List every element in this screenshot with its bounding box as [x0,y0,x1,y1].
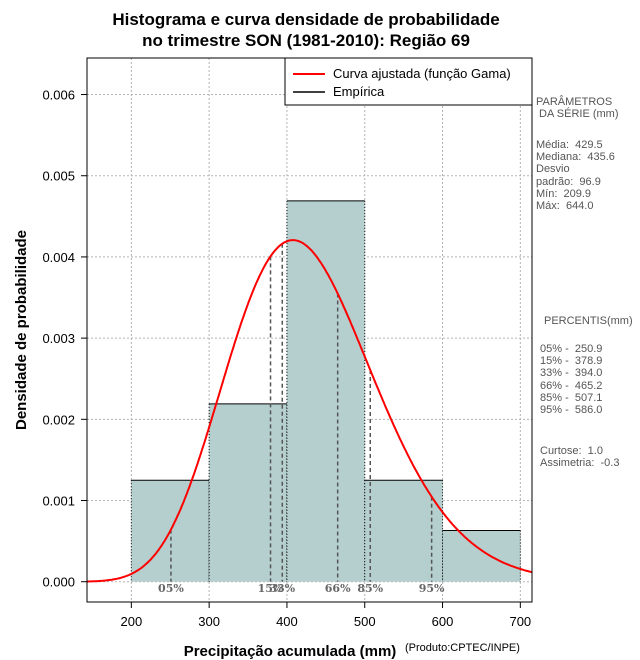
histogram-bar [364,480,443,582]
x-axis: 200 300 400 500 600 700 [120,602,531,629]
x-tick-label: 500 [354,614,376,629]
credit-text: (Produto:CPTEC/INPE) [405,642,520,654]
x-tick-label: 600 [432,614,454,629]
percentile-label: 66% [325,582,351,595]
histogram-bar [209,403,287,582]
y-tick-label: 0.000 [42,575,75,590]
x-tick-label: 200 [120,614,142,629]
shape-stats: Curtose: 1.0 Assimetria: -0.3 [540,445,620,470]
x-tick-label: 700 [509,614,531,629]
legend-label-curve: Curva ajustada (função Gama) [333,66,511,81]
y-axis-label: Densidade de probabilidade [13,230,30,430]
percentile-label: 15% [258,582,284,595]
percentis-values: 05% - 250.9 15% - 378.9 33% - 394.0 66% … [540,343,603,417]
y-tick-label: 0.003 [42,331,75,346]
histogram-bar [286,200,365,582]
legend-box [284,57,533,106]
x-tick-label: 400 [276,614,298,629]
gamma-curve [87,239,533,583]
y-tick-label: 0.002 [42,412,75,427]
percentis-title: PERCENTIS(mm) [544,315,633,327]
y-tick-label: 0.004 [42,250,75,265]
percentile-label: 33% [269,582,295,595]
percentile-labels: 05% 15%33% 66% 85% 95% [158,582,445,595]
legend: Curva ajustada (função Gama) Empírica [284,57,533,106]
y-axis: 0.000 0.001 0.002 0.003 0.004 0.005 0.006 [42,88,87,590]
x-tick-label: 300 [198,614,220,629]
chart-title-line-1: Histograma e curva densidade de probabil… [112,10,499,29]
params-values: Média: 429.5 Mediana: 435.6 Desvio padrã… [536,139,615,213]
y-tick-label: 0.001 [42,494,75,509]
x-axis-label: Precipitação acumulada (mm) [184,643,397,660]
chart-title-line-2: no trimestre SON (1981-2010): Região 69 [142,31,470,50]
y-tick-label: 0.006 [42,88,75,103]
legend-label-empirica: Empírica [333,84,385,99]
histogram-bars [130,200,521,582]
y-tick-label: 0.005 [42,169,75,184]
percentile-label: 85% [357,582,383,595]
params-title: PARÂMETROS DA SÉRIE (mm) [536,96,619,121]
percentile-label: 95% [419,582,445,595]
percentile-lines [170,243,433,582]
percentile-label: 05% [158,582,184,595]
histogram-bar [442,530,521,582]
